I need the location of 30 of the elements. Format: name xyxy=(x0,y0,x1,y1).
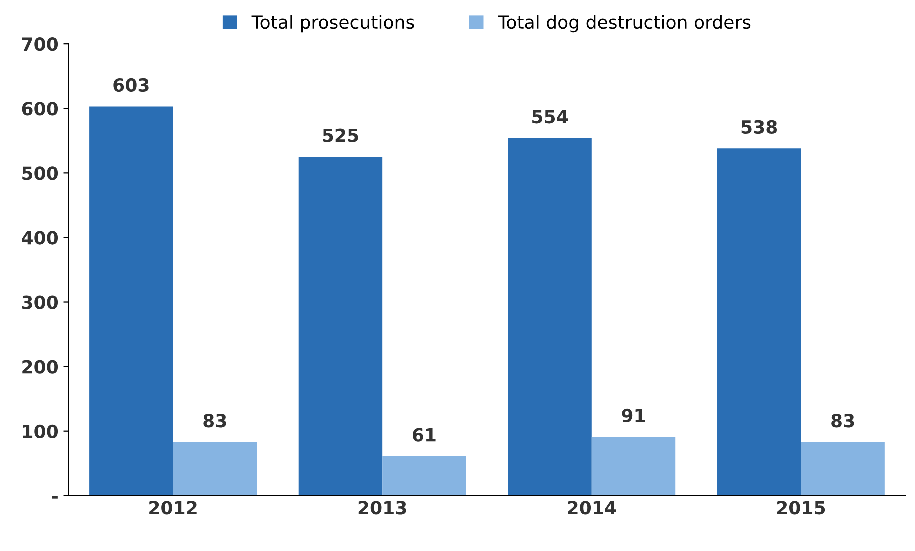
bar xyxy=(173,442,257,496)
legend-label: Total prosecutions xyxy=(252,15,414,33)
data-label: 554 xyxy=(532,110,568,124)
x-tick-label: 2014 xyxy=(568,501,616,515)
data-label: 525 xyxy=(323,128,358,142)
y-tick-label: 500 xyxy=(22,166,58,180)
legend-label: Total dog destruction orders xyxy=(498,15,751,33)
y-tick-label: 700 xyxy=(22,38,58,52)
bar xyxy=(90,106,174,496)
x-tick-label: 2013 xyxy=(358,501,406,515)
x-tick-label: 2012 xyxy=(150,501,197,515)
data-label: 83 xyxy=(204,414,226,428)
y-tick-label: 200 xyxy=(22,360,58,374)
data-label: 91 xyxy=(622,408,646,423)
bar xyxy=(382,456,466,496)
y-tick-label: - xyxy=(52,496,58,499)
data-label: 603 xyxy=(114,78,149,92)
data-label: 538 xyxy=(742,120,778,134)
bar xyxy=(508,138,592,496)
y-tick-label: 300 xyxy=(22,296,58,310)
y-tick-label: 100 xyxy=(23,424,58,438)
bar xyxy=(801,442,885,496)
y-tick-label: 600 xyxy=(22,102,58,116)
x-tick-label: 2015 xyxy=(778,501,826,515)
data-label: 83 xyxy=(832,414,854,428)
bar xyxy=(592,437,676,496)
data-label: 61 xyxy=(413,428,436,442)
bar xyxy=(717,148,802,496)
bar xyxy=(298,157,383,496)
y-tick-label: 400 xyxy=(22,231,58,245)
